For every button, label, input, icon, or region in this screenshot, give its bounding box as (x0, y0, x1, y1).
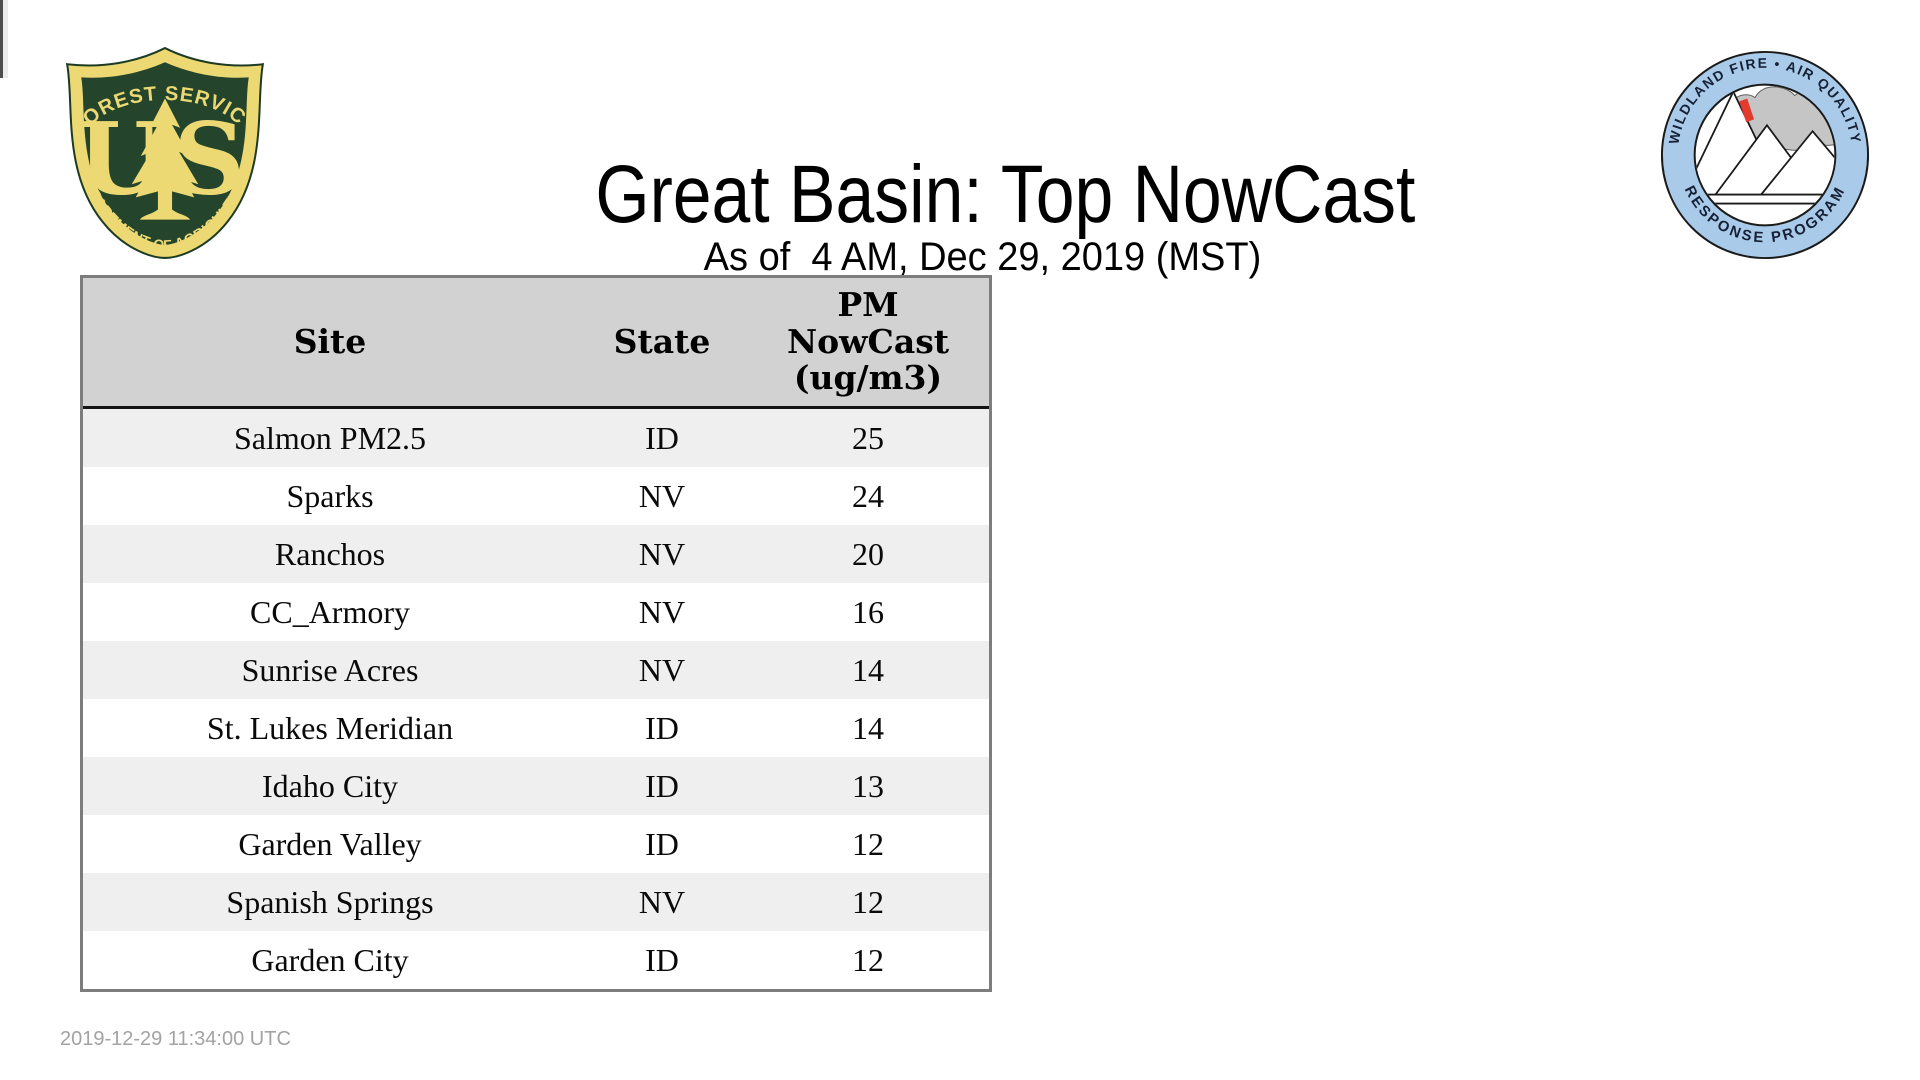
cell-state: ID (577, 757, 747, 815)
column-header-site: Site (83, 278, 577, 409)
cell-site: Sunrise Acres (83, 641, 577, 699)
table-row: Idaho City ID 13 (83, 757, 989, 815)
cell-pm: 12 (747, 815, 989, 873)
cell-state: NV (577, 467, 747, 525)
table-row: CC_Armory NV 16 (83, 583, 989, 641)
cell-state: ID (577, 699, 747, 757)
nowcast-table: Site State PM NowCast (ug/m3) Salmon PM2… (80, 275, 992, 992)
cell-site: Ranchos (83, 525, 577, 583)
cell-site: CC_Armory (83, 583, 577, 641)
cell-pm: 14 (747, 641, 989, 699)
cell-pm: 25 (747, 407, 989, 467)
table-row: Salmon PM2.5 ID 25 (83, 407, 989, 467)
cell-state: ID (577, 931, 747, 989)
cell-site: Garden City (83, 931, 577, 989)
cell-site: St. Lukes Meridian (83, 699, 577, 757)
cell-pm: 12 (747, 931, 989, 989)
cell-site: Spanish Springs (83, 873, 577, 931)
cell-pm: 12 (747, 873, 989, 931)
cell-site: Salmon PM2.5 (83, 407, 577, 467)
cell-pm: 16 (747, 583, 989, 641)
cell-state: NV (577, 525, 747, 583)
cell-site: Idaho City (83, 757, 577, 815)
usfs-logo: FOREST SERVICE U S DEPARTMENT OF AGRICUL… (54, 40, 265, 259)
table-row: Spanish Springs NV 12 (83, 873, 989, 931)
pine-tree-icon (131, 98, 199, 220)
cell-pm: 14 (747, 699, 989, 757)
page-subtitle: As of 4 AM, Dec 29, 2019 (MST) (703, 235, 1261, 279)
usfs-letter-s: S (174, 101, 245, 217)
table-header-row: Site State PM NowCast (ug/m3) (83, 278, 989, 409)
screen-edge-artifact-light (3, 0, 8, 78)
table-row: Sparks NV 24 (83, 467, 989, 525)
page-title: Great Basin: Top NowCast (595, 149, 1416, 240)
cell-state: ID (577, 407, 747, 467)
table-row: Sunrise Acres NV 14 (83, 641, 989, 699)
wfaqrp-logo: WILDLAND FIRE • AIR QUALITY RESPONSE PRO… (1660, 50, 1870, 260)
generated-timestamp: 2019-12-29 11:34:00 UTC (60, 1028, 291, 1050)
cell-pm: 13 (747, 757, 989, 815)
cell-state: NV (577, 641, 747, 699)
screen-edge-artifact (0, 0, 3, 78)
table-row: St. Lukes Meridian ID 14 (83, 699, 989, 757)
table-row: Garden City ID 12 (83, 931, 989, 989)
table-row: Garden Valley ID 12 (83, 815, 989, 873)
column-header-pm-nowcast: PM NowCast (ug/m3) (747, 278, 989, 409)
cell-state: NV (577, 583, 747, 641)
cell-pm: 20 (747, 525, 989, 583)
column-header-state: State (577, 278, 747, 409)
cell-site: Sparks (83, 467, 577, 525)
table-row: Ranchos NV 20 (83, 525, 989, 583)
flame-marker-icon (1739, 98, 1755, 123)
cell-site: Garden Valley (83, 815, 577, 873)
cell-state: NV (577, 873, 747, 931)
cell-pm: 24 (747, 467, 989, 525)
cell-state: ID (577, 815, 747, 873)
